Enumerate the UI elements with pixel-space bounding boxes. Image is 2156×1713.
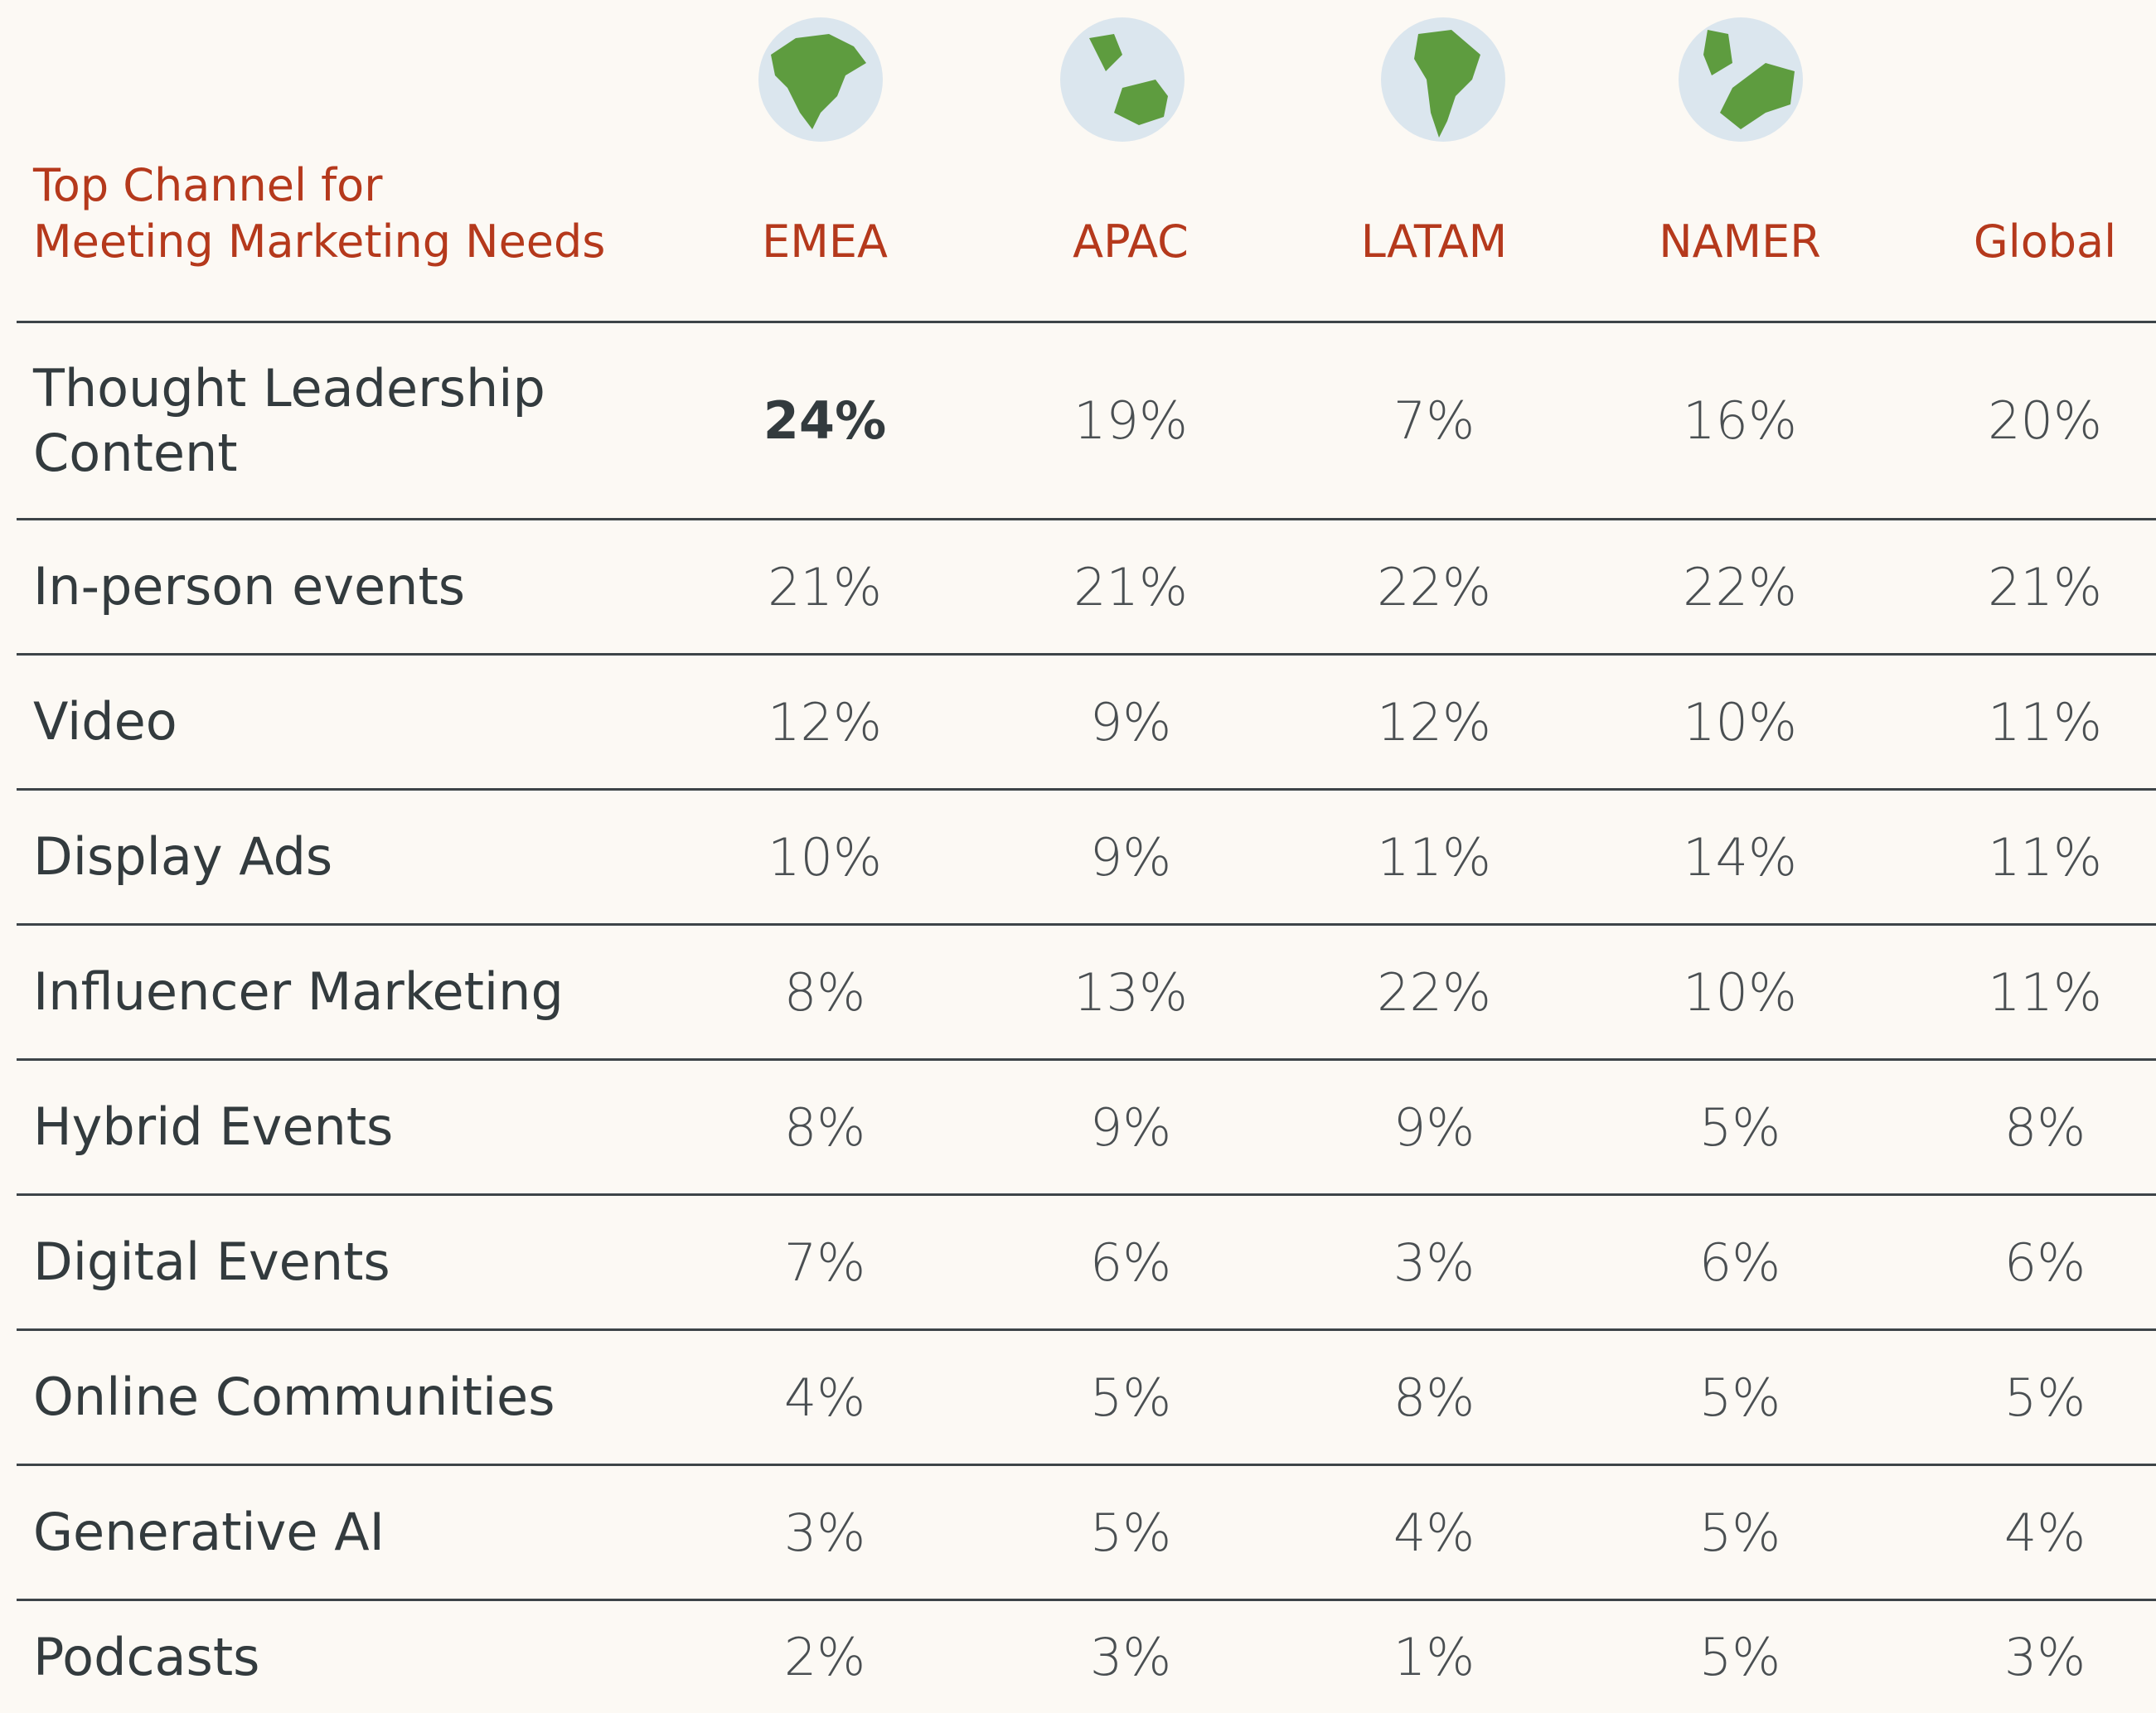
cell-value: 22% [1377,556,1491,617]
row-label: Podcasts [33,1626,260,1687]
cell-value: 5% [1089,1367,1172,1428]
table-row: Online Communities 4% 5% 8% 5% 5% [17,1328,2156,1464]
cell-value: 8% [783,961,866,1023]
cell-value: 22% [1377,961,1491,1023]
cell-value: 3% [2003,1627,2086,1687]
cell-value: 8% [2003,1096,2086,1158]
column-header: NAMER [1659,215,1821,268]
cell-value: 9% [1089,1096,1172,1158]
row-label: Thought Leadership Content [33,357,545,483]
column-header: Global [1973,215,2117,268]
table-row: Influencer Marketing 8% 13% 22% 10% 11% [17,923,2156,1058]
cell-value: 5% [1698,1627,1781,1687]
row-label: Video [33,691,177,752]
table-row: In-person events 21% 21% 22% 22% 21% [17,518,2156,653]
cell-value: 9% [1089,691,1172,752]
cell-value: 5% [1698,1502,1781,1563]
globe-icon [1381,17,1505,142]
cell-value: 5% [1089,1502,1172,1563]
cell-value: 12% [1377,691,1491,752]
row-label: Digital Events [33,1232,390,1292]
table-row: Digital Events 7% 6% 3% 6% 6% [17,1193,2156,1328]
table-row: Display Ads 10% 9% 11% 14% 11% [17,788,2156,923]
cell-value: 10% [1683,961,1797,1023]
table-row: Hybrid Events 8% 9% 9% 5% 8% [17,1058,2156,1193]
cell-value: 4% [1393,1502,1475,1563]
cell-value: 4% [2003,1502,2086,1563]
row-label: Hybrid Events [33,1096,394,1157]
cell-value: 9% [1089,826,1172,888]
cell-value: 2% [783,1627,866,1687]
cell-value: 21% [1988,556,2102,617]
globe-icon [758,17,883,142]
globes [758,17,1803,142]
cell-value: 5% [1698,1096,1781,1158]
cell-value: 21% [1073,556,1188,617]
cell-value: 16% [1683,390,1797,451]
row-label: In-person events [33,556,466,617]
cell-value: 11% [1988,826,2102,888]
cell-value: 22% [1683,556,1797,617]
cell-value: 14% [1683,826,1797,888]
cell-value: 10% [768,826,882,888]
cell-value: 5% [2003,1367,2086,1428]
cell-value: 11% [1988,961,2102,1023]
cell-value: 12% [768,691,882,752]
cell-value: 19% [1073,390,1188,451]
column-header: APAC [1073,215,1189,268]
row-label: Generative AI [33,1502,385,1562]
cell-value: 4% [783,1367,866,1428]
header-title: Meeting Marketing Needs [33,215,606,268]
cell-value: 11% [1988,691,2102,752]
row-label: Influencer Marketing [33,961,564,1022]
cell-value: 3% [783,1502,866,1563]
globe-icon [1060,17,1185,142]
cell-value: 5% [1698,1367,1781,1428]
cell-value: 20% [1988,390,2102,451]
cell-value: 6% [1089,1232,1172,1293]
cell-value: 21% [768,556,882,617]
table-row: Thought Leadership Content 24% 19% 7% 16% 20% [17,321,2156,518]
cell-value: 24% [763,390,887,451]
globe-icon [1679,17,1803,142]
table-row: Generative AI 3% 5% 4% 5% 4% [17,1464,2156,1599]
cell-value: 7% [1393,390,1475,451]
table-row: Podcasts 2% 3% 1% 5% 3% [17,1599,2156,1713]
row-label: Online Communities [33,1367,555,1427]
cell-value: 1% [1393,1627,1475,1687]
cell-value: 10% [1683,691,1797,752]
cell-value: 13% [1073,961,1188,1023]
cell-value: 11% [1377,826,1491,888]
cell-value: 9% [1393,1096,1475,1158]
column-header: EMEA [762,215,888,268]
cell-value: 8% [783,1096,866,1158]
cell-value: 3% [1393,1232,1475,1293]
cell-value: 8% [1393,1367,1475,1428]
cell-value: 3% [1089,1627,1172,1687]
table-row: Video 12% 9% 12% 10% 11% [17,653,2156,788]
cell-value: 7% [783,1232,866,1293]
column-header: LATAM [1360,215,1508,268]
cell-value: 6% [2003,1232,2086,1293]
header-title: Top Channel for [33,159,383,211]
cell-value: 6% [1698,1232,1781,1293]
row-label: Display Ads [33,826,333,887]
